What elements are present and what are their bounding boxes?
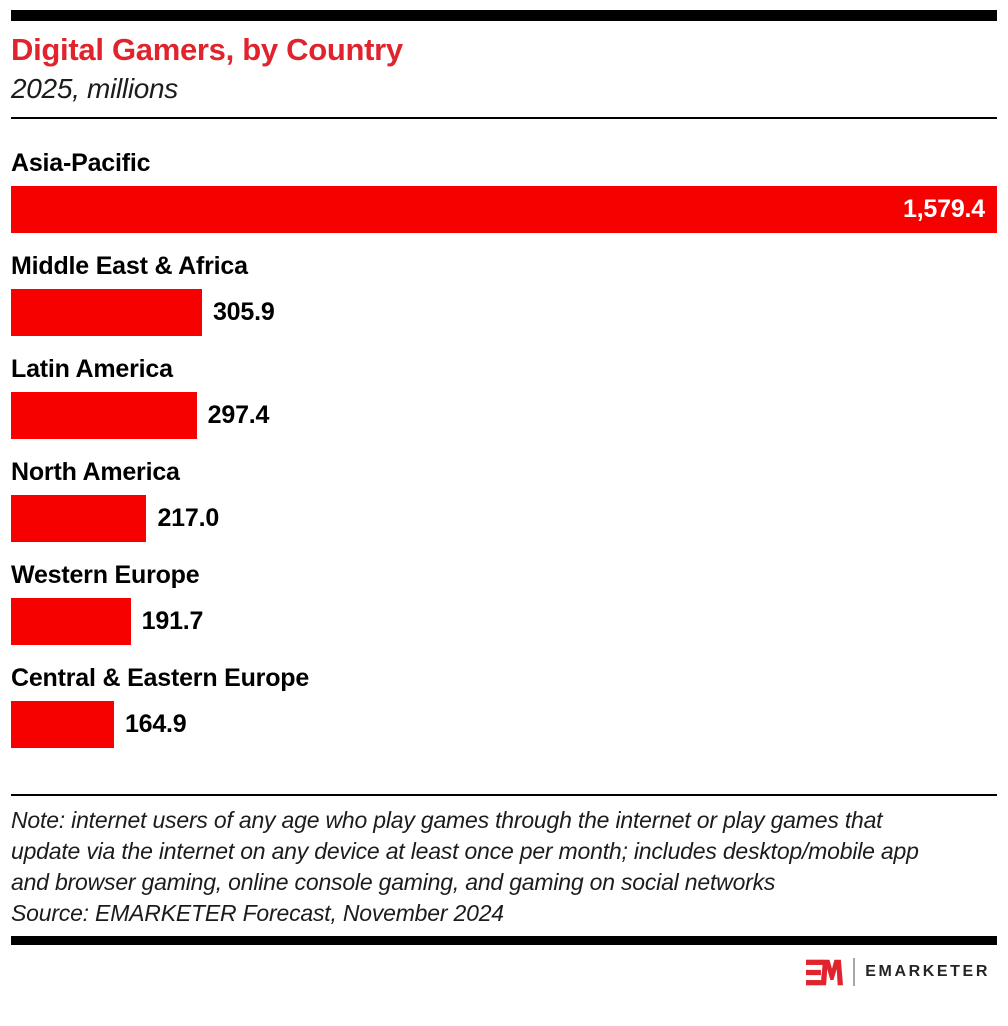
- bar-line: 164.9: [11, 701, 997, 748]
- bar-line: 191.7: [11, 598, 997, 645]
- logo-divider: [853, 958, 856, 986]
- chart-page: Digital Gamers, by Country 2025, million…: [0, 10, 1008, 1026]
- bar-row: Western Europe 191.7: [11, 561, 997, 645]
- bar: [11, 495, 147, 542]
- category-label: Central & Eastern Europe: [11, 664, 310, 692]
- bar-value: 164.9: [124, 710, 187, 738]
- bar-chart: Asia-Pacific 1,579.4 Middle East & Africa 3…: [11, 149, 997, 748]
- category-label: Western Europe: [11, 561, 200, 589]
- bar-row: Middle East & Africa 305.9: [11, 252, 997, 336]
- bar: [11, 598, 131, 645]
- bar-value: 305.9: [212, 298, 275, 326]
- bar-value: 1,579.4: [902, 195, 985, 223]
- bar: [11, 392, 197, 439]
- bar: [11, 289, 202, 336]
- top-black-rule: [11, 10, 997, 21]
- bar-line: 297.4: [11, 392, 997, 439]
- brand-logo: EMARKETER: [11, 958, 990, 986]
- bar: [11, 701, 114, 748]
- note-line: and browser gaming, online console gamin…: [11, 869, 776, 895]
- chart-title: Digital Gamers, by Country: [11, 32, 403, 67]
- bar-line: 217.0: [11, 495, 997, 542]
- category-label: Middle East & Africa: [11, 252, 248, 280]
- category-label: North America: [11, 458, 180, 486]
- category-label: Asia-Pacific: [11, 149, 151, 177]
- bar-value: 217.0: [157, 504, 220, 532]
- note-line: update via the internet on any device at…: [11, 838, 919, 864]
- bar-row: North America 217.0: [11, 458, 997, 542]
- bar-row: Asia-Pacific 1,579.4: [11, 149, 997, 233]
- emarketer-wordmark: EMARKETER: [865, 963, 990, 980]
- bar-line: 305.9: [11, 289, 997, 336]
- bottom-black-rule: [11, 936, 997, 945]
- bar-row: Latin America 297.4: [11, 355, 997, 439]
- note-line: Source: EMARKETER Forecast, November 202…: [11, 900, 504, 926]
- note-line: Note: internet users of any age who play…: [11, 807, 883, 833]
- bar-value: 191.7: [141, 607, 204, 635]
- emarketer-monogram-icon: [806, 959, 844, 985]
- header-divider-rule: [11, 117, 997, 119]
- bar-value: 297.4: [207, 401, 270, 429]
- chart-note: Note: internet users of any age who play…: [11, 805, 997, 929]
- category-label: Latin America: [11, 355, 173, 383]
- bar: 1,579.4: [11, 186, 997, 233]
- chart-subtitle: 2025, millions: [11, 73, 178, 104]
- bar-line: 1,579.4: [11, 186, 997, 233]
- bar-row: Central & Eastern Europe 164.9: [11, 664, 997, 748]
- footer-divider-rule: [11, 794, 997, 796]
